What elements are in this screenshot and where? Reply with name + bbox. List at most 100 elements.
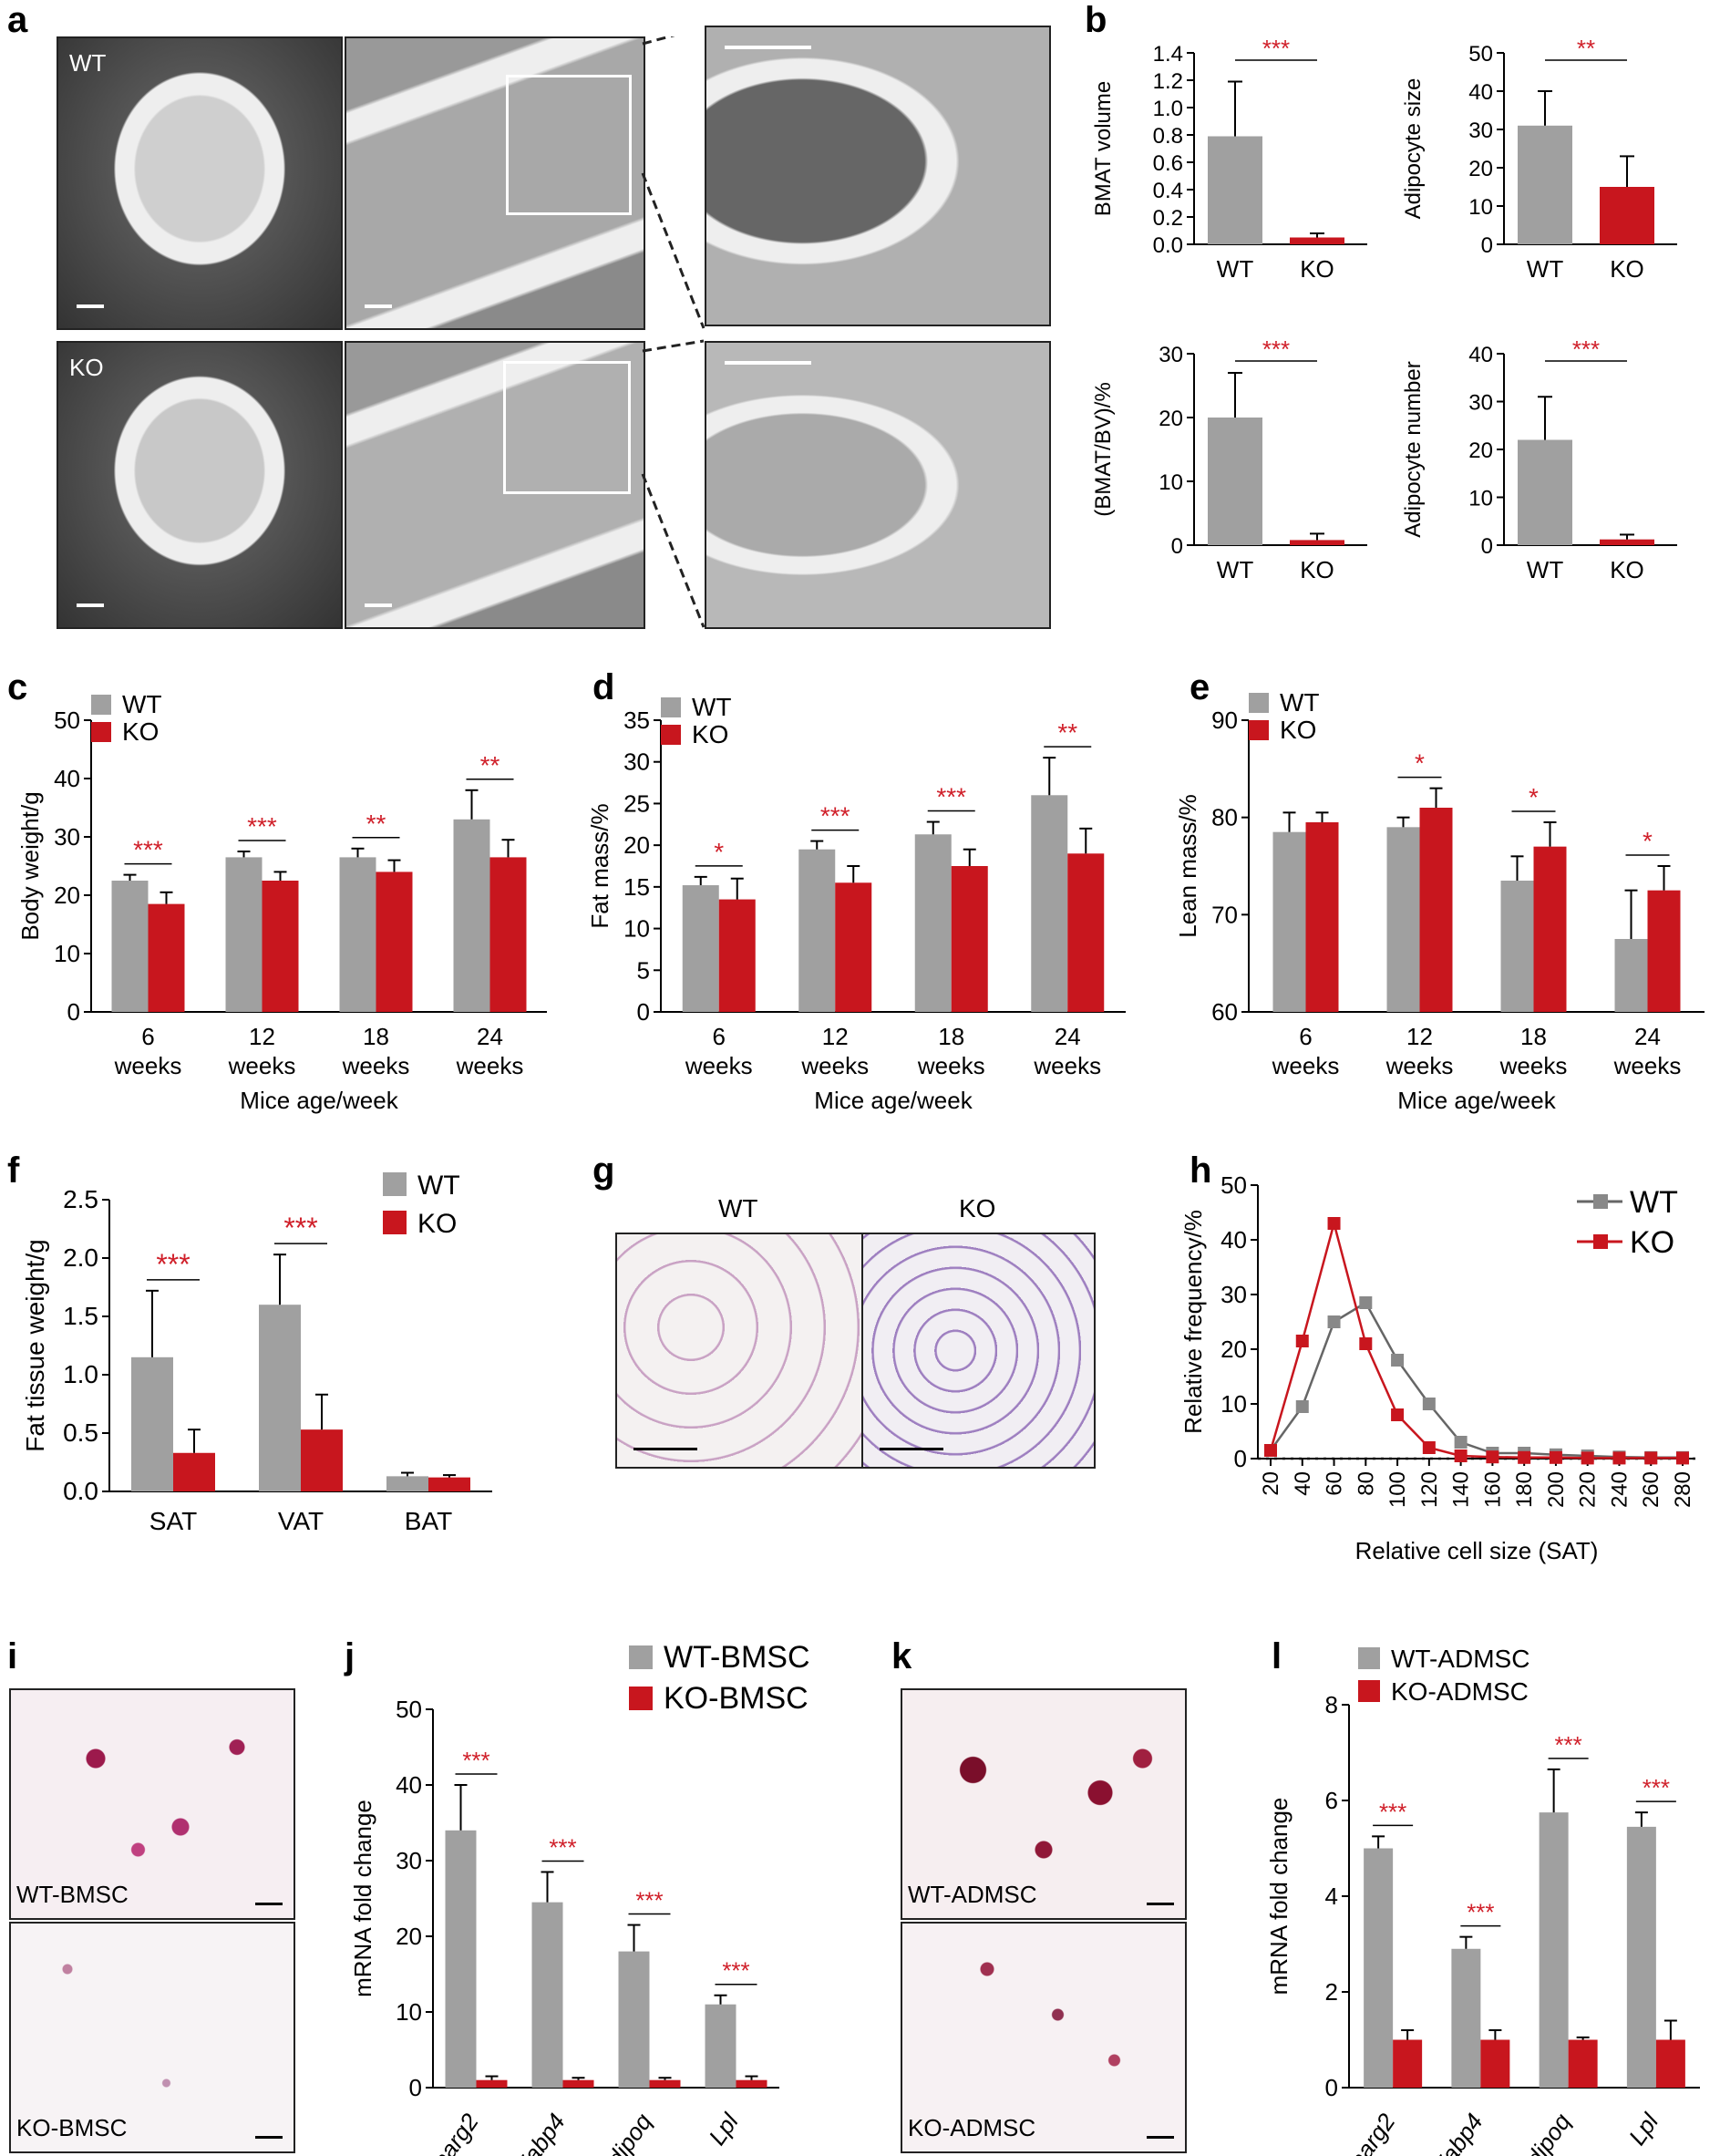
significance-marker: *** [722, 1957, 749, 1985]
legend-label: WT-ADMSC [1391, 1645, 1529, 1673]
x-tick-label: 12 [1406, 1023, 1433, 1050]
legend-swatch-ko-bmsc [629, 1687, 653, 1710]
marker-ko [1486, 1450, 1499, 1464]
legend-label: KO [417, 1209, 457, 1239]
chart-adipocyte-number: 0 10 20 30 40 Adipocyte number WT KO *** [1401, 337, 1677, 583]
bar-ko-admsc [1480, 2039, 1510, 2088]
y-axis-label: Lean mass/% [1176, 794, 1201, 938]
y-tick-label: 50 [1220, 1171, 1247, 1199]
marker-ko [1295, 1335, 1309, 1347]
y-axis-label: (BMAT/BV)/% [1091, 382, 1116, 517]
bar-wt [1272, 831, 1306, 1012]
microct-ko-longitudinal [345, 341, 645, 629]
bar-wt-bmsc [618, 1951, 650, 2088]
panel-label-k: k [891, 1636, 912, 1676]
chart-bmat-volume: 0.00.2 0.4 0.60.8 1.0 1.21.4 BMAT volume WT KO *… [1091, 36, 1367, 283]
legend-swatch-wt [91, 695, 111, 715]
x-tick-label: 120 [1417, 1471, 1442, 1508]
wt-label: WT [69, 49, 107, 77]
y-tick-label: 2 [1325, 1978, 1338, 2006]
significance-marker: *** [1262, 337, 1290, 363]
x-tick-label: Lpl [1623, 2108, 1664, 2151]
x-tick-label: Lpl [703, 2108, 744, 2151]
scale-bar [880, 1448, 943, 1450]
legend-swatch-ko [661, 725, 681, 745]
x-tick-label: weeks [456, 1052, 524, 1079]
bar-wt [1386, 827, 1420, 1012]
bar-ko [1305, 822, 1339, 1012]
zoom-guide-line [642, 339, 705, 353]
x-tick-label: 24 [477, 1023, 503, 1050]
x-axis-label: Mice age/week [814, 1087, 973, 1114]
x-tick-label: weeks [1499, 1052, 1568, 1079]
y-tick-label: 35 [623, 707, 650, 734]
scale-bar [255, 1903, 283, 1905]
y-axis-label: Fat tissue weight/g [21, 1239, 49, 1451]
y-tick-label: 40 [1468, 80, 1493, 105]
significance-marker: *** [549, 1833, 576, 1861]
bar-ko [1290, 237, 1344, 244]
marker-wt [1422, 1398, 1436, 1410]
legend-swatch-wt-admsc [1358, 1647, 1380, 1669]
x-axis-label: Mice age/week [1397, 1087, 1556, 1114]
y-tick-label: 20 [623, 831, 650, 859]
bar-ko-admsc [1568, 2039, 1598, 2088]
x-tick-label: 40 [1291, 1471, 1315, 1496]
y-tick-label: 30 [623, 748, 650, 776]
marker-ko [1327, 1217, 1341, 1230]
bar-ko-bmsc [649, 2079, 681, 2088]
marker-ko [1391, 1408, 1405, 1421]
microct-wt-zoom [705, 26, 1051, 326]
bar-ko [1647, 890, 1681, 1012]
y-tick-label: 8 [1325, 1691, 1338, 1718]
y-tick-label: 10 [54, 940, 80, 967]
y-tick-label: 0 [1481, 233, 1493, 258]
significance-marker: *** [1643, 1774, 1670, 1801]
y-tick-label: 20 [54, 882, 80, 909]
y-tick-label: 1.4 [1153, 42, 1183, 67]
x-tick-label: 140 [1449, 1471, 1474, 1508]
marker-ko [1454, 1449, 1468, 1462]
y-tick-label: 0.0 [63, 1477, 98, 1505]
significance-marker: ** [1577, 36, 1595, 62]
x-tick-label: 220 [1576, 1471, 1601, 1508]
bar-wt [339, 857, 376, 1012]
panel-label-f: f [7, 1150, 20, 1191]
y-tick-label: 50 [396, 1696, 422, 1723]
panel-label-a: a [7, 0, 28, 40]
x-tick-label: weeks [800, 1052, 869, 1079]
bar-ko-bmsc [476, 2079, 508, 2088]
y-tick-label: 0 [1481, 534, 1493, 559]
legend-swatch-wt [1249, 693, 1269, 713]
x-tick-label: 24 [1055, 1023, 1081, 1050]
zoom-guide-lines [641, 36, 706, 628]
zoom-box [503, 361, 631, 494]
x-tick-label: WT [1527, 255, 1564, 283]
marker-wt [1391, 1354, 1405, 1367]
y-tick-label: 15 [623, 873, 650, 901]
legend-marker-ko [1593, 1234, 1608, 1249]
y-tick-label: 10 [396, 1998, 422, 2026]
x-tick-label: WT [1527, 556, 1564, 583]
scale-bar [633, 1448, 697, 1450]
panel-label-l: l [1272, 1636, 1282, 1676]
legend-label: WT [692, 693, 732, 721]
y-tick-label: 20 [1468, 438, 1493, 463]
y-tick-label: 10 [1220, 1390, 1247, 1418]
y-tick-label: 40 [396, 1771, 422, 1799]
microct-wt-cross-section: WT [57, 36, 343, 330]
x-tick-label: Fabp4 [1427, 2109, 1488, 2156]
bar-ko [428, 1477, 470, 1491]
y-tick-label: 90 [1211, 707, 1238, 734]
marker-ko [1676, 1451, 1689, 1465]
x-tick-label: weeks [1613, 1052, 1682, 1079]
bar-wt [1208, 418, 1262, 545]
y-tick-label: 0 [1234, 1445, 1247, 1472]
ko-admsc-label: KO-ADMSC [908, 2114, 1036, 2141]
panel-label-e: e [1190, 667, 1210, 707]
x-tick-label: 260 [1639, 1471, 1663, 1508]
x-tick-label: 180 [1512, 1471, 1537, 1508]
marker-ko [1518, 1450, 1531, 1464]
bar-wt [1518, 125, 1572, 244]
significance-marker: *** [156, 1248, 190, 1281]
